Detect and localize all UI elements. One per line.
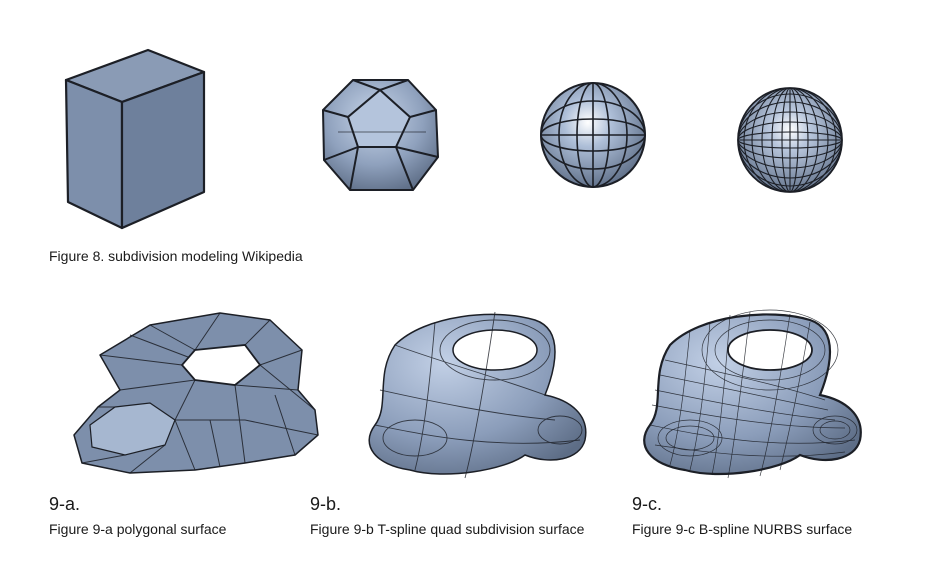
cube-model-image xyxy=(58,42,208,232)
figure-9b-caption: Figure 9-b T-spline quad subdivision sur… xyxy=(310,521,585,537)
figure-8-caption: Figure 8. subdivision modeling Wikipedia xyxy=(49,248,303,264)
nurbs-surface-image xyxy=(630,300,870,485)
figure-9b-label: 9-b. xyxy=(310,494,342,514)
t-spline-surface-image xyxy=(355,300,595,485)
subdivided-cube-level3-sphere-image xyxy=(735,85,845,195)
polygonal-surface-image xyxy=(70,295,325,480)
figure-9c-caption: Figure 9-c B-spline NURBS surface xyxy=(632,521,853,537)
subdivided-cube-level1-image xyxy=(318,72,443,197)
figure-9a-caption: Figure 9-a polygonal surface xyxy=(49,521,227,537)
figure-9c-label: 9-c. xyxy=(632,494,663,514)
subdivided-cube-level2-image xyxy=(538,80,648,190)
figure-9a-label: 9-a. xyxy=(49,494,81,514)
